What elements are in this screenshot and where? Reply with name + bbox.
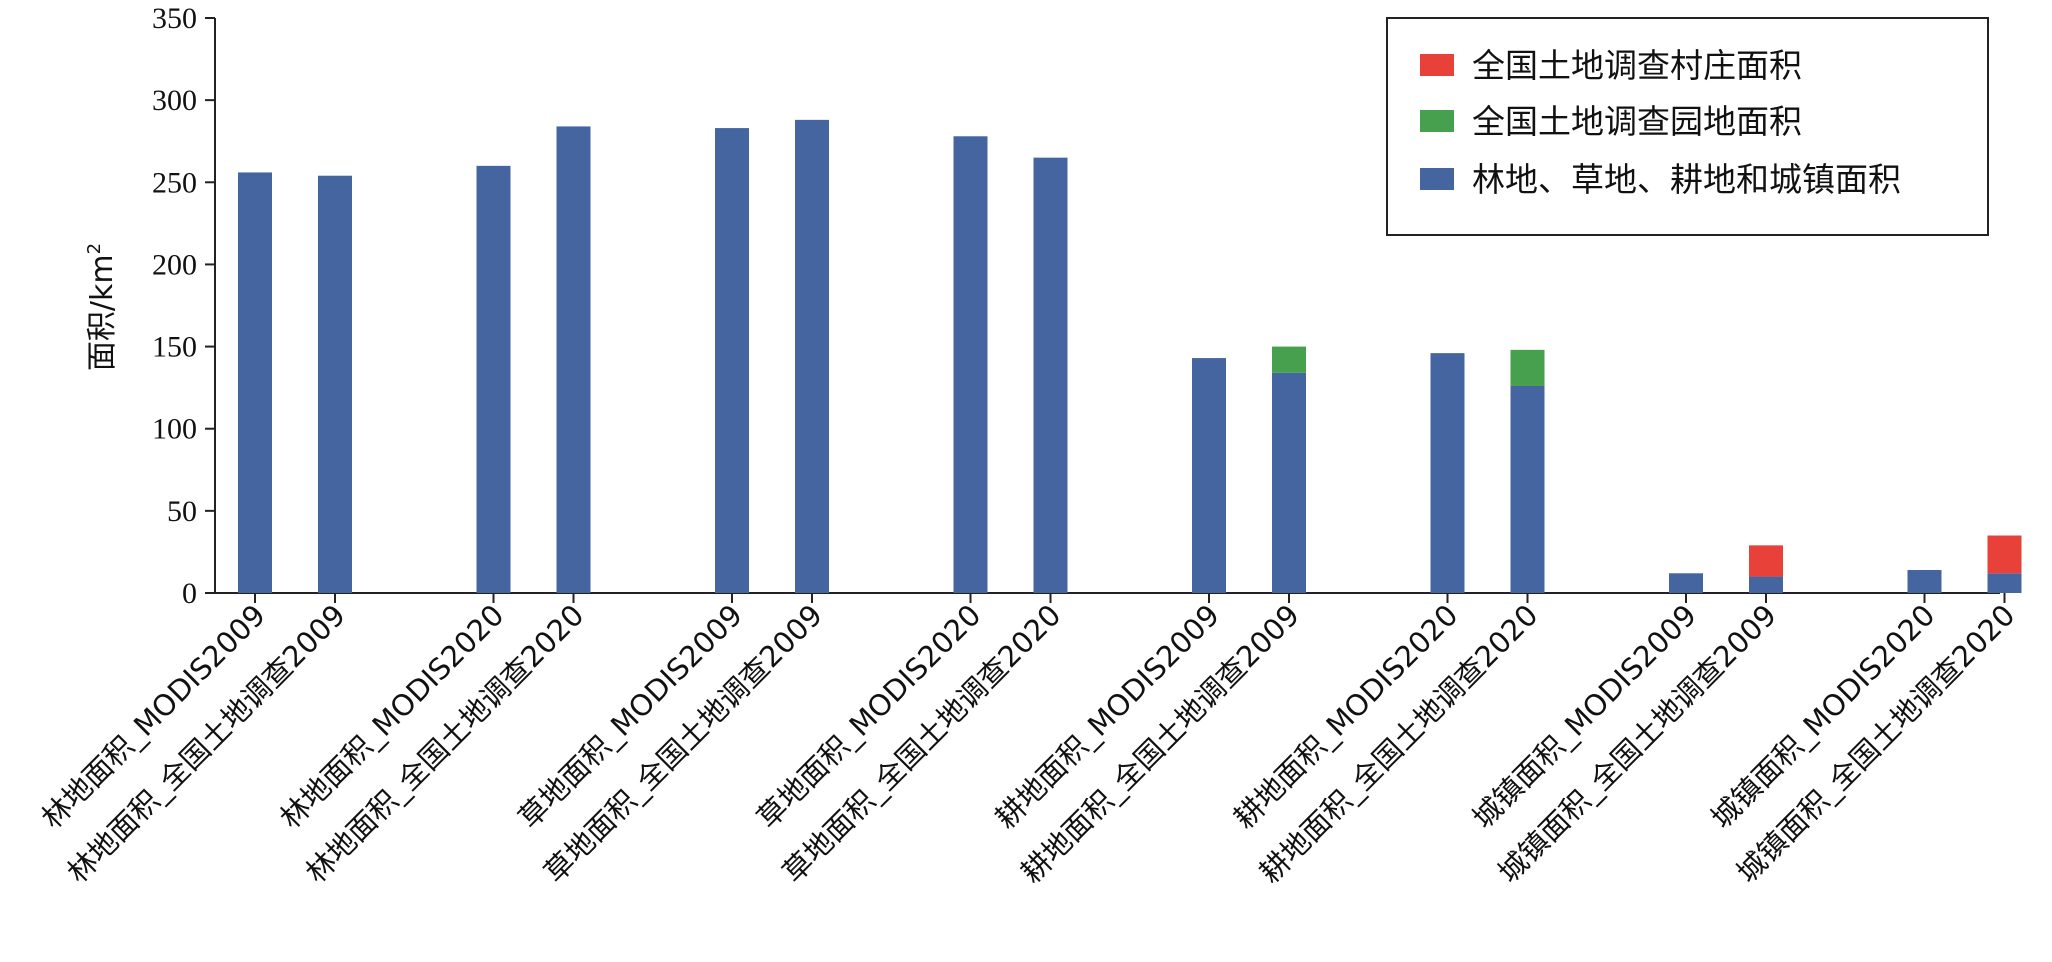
y-axis-label: 面积/km2 [84,243,120,371]
bar-segment [1510,349,1545,386]
y-tick-label: 200 [152,248,197,281]
y-axis-title-superscript: 2 [84,243,105,254]
bar-segment [1987,535,2022,574]
bar-segment [1272,346,1306,373]
y-tick-label: 350 [152,2,197,35]
bars [238,119,2022,594]
y-tick-label: 150 [152,331,197,364]
bar-segment [1907,570,1942,593]
bar-segment [556,126,591,593]
x-tick-labels: 林地面积_MODIS2009林地面积_全国土地调查2009林地面积_MODIS2… [35,598,2022,890]
bar-segment [1749,576,1783,593]
bar-segment [1272,372,1306,593]
bar-segment [238,172,272,593]
legend-box [1386,17,1989,236]
y-axis-title: 面积/km2 [84,243,120,371]
bar-segment [1192,358,1226,593]
bar-segment [1749,545,1783,577]
y-tick-label: 0 [182,577,197,610]
bar-segment [1033,157,1068,593]
bar-segment [318,175,352,593]
bar-segment [1987,573,2022,593]
legend-entry-label: 全国土地调查园地面积 [1472,102,1802,141]
y-ticks: 0 50 100 150 200 250 300 350 [152,2,215,610]
y-axis-title-text: 面积/km [85,254,120,371]
legend-entry-label: 全国土地调查村庄面积 [1472,46,1802,85]
legend-swatch [1420,110,1454,132]
legend-swatch [1420,54,1454,76]
y-tick-label: 250 [152,166,197,199]
legend-swatch [1420,168,1454,190]
bar-segment [795,119,829,593]
bar-segment [953,136,988,594]
legend-entry-label: 林地、草地、耕地和城镇面积 [1472,160,1901,199]
bar-segment [1510,386,1545,593]
y-tick-label: 100 [152,413,197,446]
bar-segment [715,128,749,594]
bar-segment [1430,353,1465,593]
y-tick-label: 300 [152,84,197,117]
bar-segment [1669,573,1703,593]
bar-segment [476,165,511,593]
y-tick-label: 50 [167,495,197,528]
